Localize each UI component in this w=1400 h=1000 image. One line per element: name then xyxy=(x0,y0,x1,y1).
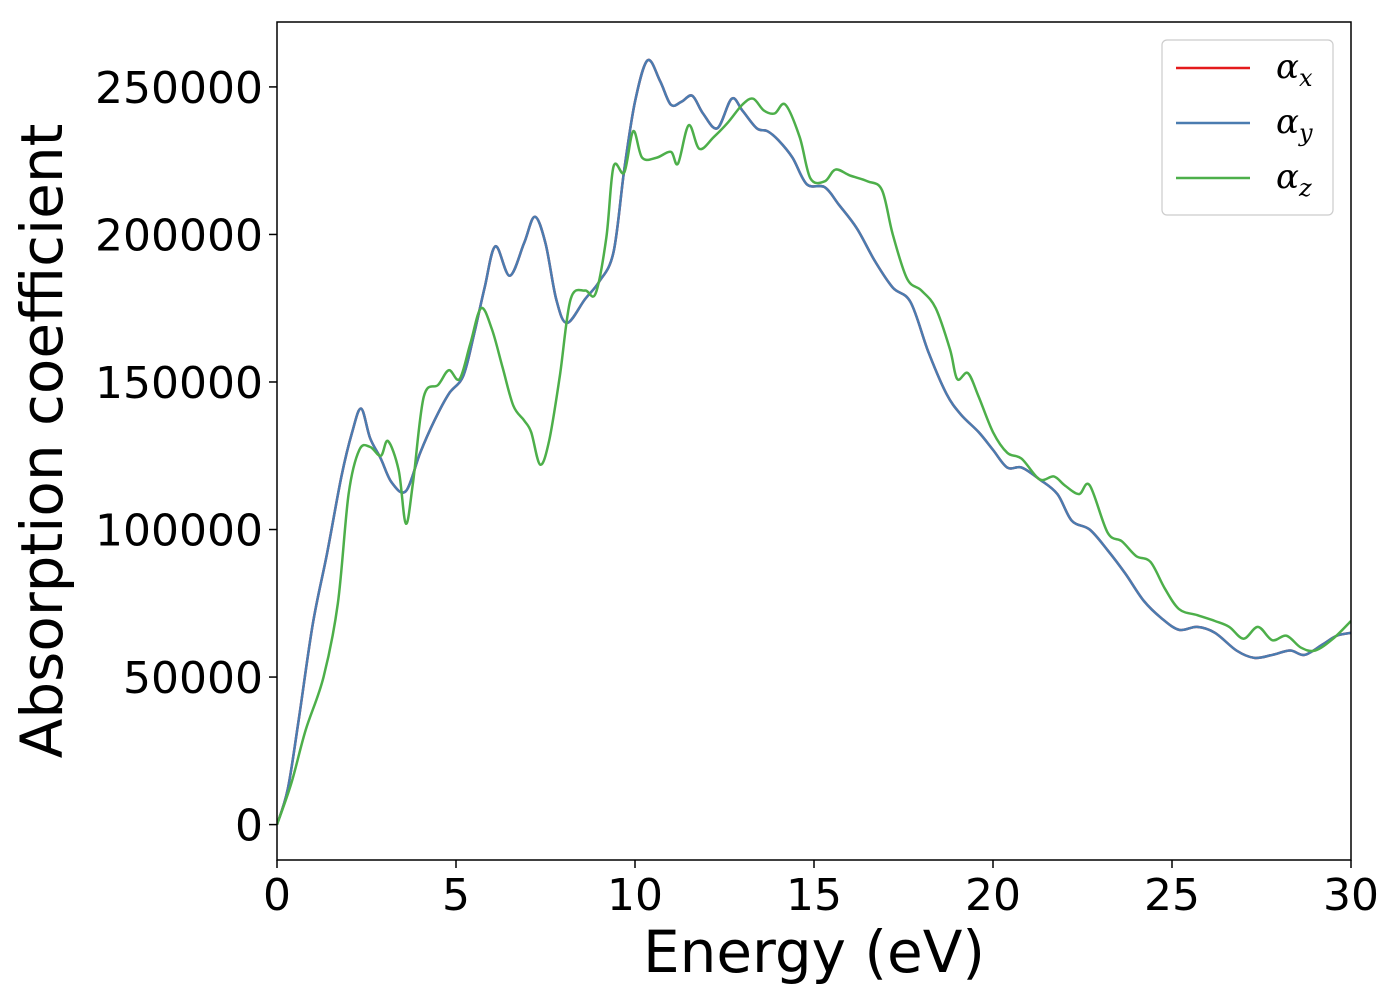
y-tick-label: 50000 xyxy=(123,653,263,704)
series-layer xyxy=(277,58,1351,826)
y-tick-label: 0 xyxy=(235,801,263,852)
legend-box xyxy=(1161,39,1334,216)
x-tick-label: 25 xyxy=(1144,870,1200,921)
x-axis-label: Energy (eV) xyxy=(643,918,985,986)
legend-entry: αx xyxy=(1276,47,1313,92)
y-axis-ticks: 0 50000 100000 150000 200000 250000 xyxy=(95,63,277,852)
legend: αx αy αz xyxy=(1161,39,1334,216)
x-tick-label: 5 xyxy=(442,870,470,921)
y-tick-label: 200000 xyxy=(95,210,263,261)
y-tick-label: 250000 xyxy=(95,63,263,114)
x-axis-ticks: 0 5 10 15 20 25 30 xyxy=(263,860,1379,921)
x-tick-label: 20 xyxy=(965,870,1021,921)
x-tick-label: 10 xyxy=(607,870,663,921)
legend-entry: αy xyxy=(1276,102,1313,147)
y-tick-label: 150000 xyxy=(95,358,263,409)
y-axis-label: Absorption coefficient xyxy=(8,124,76,759)
legend-entry: αz xyxy=(1276,157,1312,202)
x-tick-label: 0 xyxy=(263,870,291,921)
x-tick-label: 30 xyxy=(1323,870,1379,921)
series-line-α-y xyxy=(277,58,1351,825)
series-line-α-z xyxy=(277,97,1351,826)
x-tick-label: 15 xyxy=(786,870,842,921)
y-tick-label: 100000 xyxy=(95,506,263,557)
